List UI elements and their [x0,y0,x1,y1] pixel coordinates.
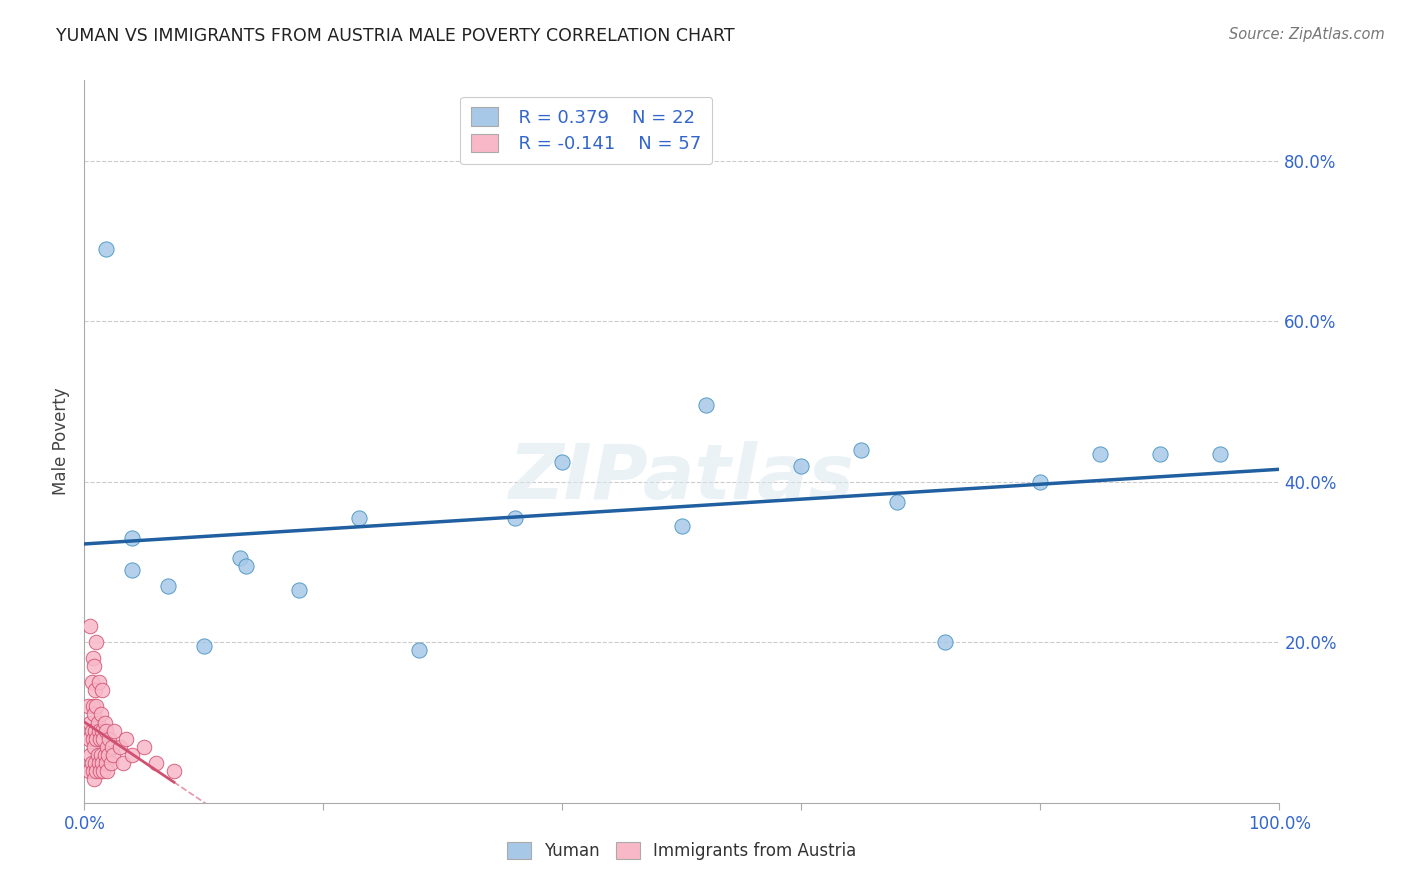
Point [94,242,117,256]
Point [121,563,143,577]
Point [91,756,114,770]
Point [96,739,118,754]
Point [79,715,101,730]
Point [97,747,120,762]
Text: Source: ZipAtlas.com: Source: ZipAtlas.com [1229,27,1385,42]
Point [86,699,108,714]
Point [103,723,125,738]
Point [1149,446,1171,460]
Point [90,707,112,722]
Point [1090,446,1112,460]
Point [84,756,107,770]
Point [90,747,112,762]
Point [83,772,105,786]
Point [77,764,100,778]
Point [96,764,118,778]
Point [93,747,115,762]
Point [145,756,167,770]
Point [503,510,526,524]
Point [157,579,180,593]
Point [82,764,104,778]
Y-axis label: Male Poverty: Male Poverty [52,388,70,495]
Text: ZIPatlas: ZIPatlas [509,441,855,515]
Point [671,518,693,533]
Point [288,583,311,598]
Point [79,619,101,633]
Point [79,747,101,762]
Point [695,398,717,412]
Point [93,764,115,778]
Point [86,731,108,746]
Point [100,756,122,770]
Point [193,639,215,653]
Point [121,531,143,545]
Point [86,764,108,778]
Point [235,558,257,574]
Point [93,731,115,746]
Point [101,747,124,762]
Point [934,635,956,649]
Legend: Yuman, Immigrants from Austria: Yuman, Immigrants from Austria [501,835,863,867]
Point [80,723,103,738]
Point [1209,446,1232,460]
Point [93,715,115,730]
Point [83,659,105,673]
Point [84,723,107,738]
Point [80,675,103,690]
Point [91,723,114,738]
Point [132,739,156,754]
Point [115,731,138,746]
Point [84,683,107,698]
Point [86,715,108,730]
Point [77,699,100,714]
Point [91,683,114,698]
Point [87,756,110,770]
Point [163,764,186,778]
Point [87,723,110,738]
Point [94,723,117,738]
Point [1029,475,1052,489]
Point [111,756,134,770]
Point [790,458,813,473]
Point [77,731,100,746]
Point [82,651,104,665]
Point [80,756,103,770]
Point [86,747,108,762]
Point [551,454,574,469]
Point [94,756,117,770]
Point [87,675,110,690]
Point [82,731,104,746]
Text: YUMAN VS IMMIGRANTS FROM AUSTRIA MALE POVERTY CORRELATION CHART: YUMAN VS IMMIGRANTS FROM AUSTRIA MALE PO… [56,27,735,45]
Point [86,635,108,649]
Point [89,764,111,778]
Point [82,699,104,714]
Point [110,739,132,754]
Point [408,643,430,657]
Point [83,739,105,754]
Point [89,731,111,746]
Point [121,747,143,762]
Point [851,442,873,457]
Point [229,550,252,566]
Point [886,494,908,508]
Point [83,707,105,722]
Point [101,739,124,754]
Point [98,731,121,746]
Point [349,510,371,524]
